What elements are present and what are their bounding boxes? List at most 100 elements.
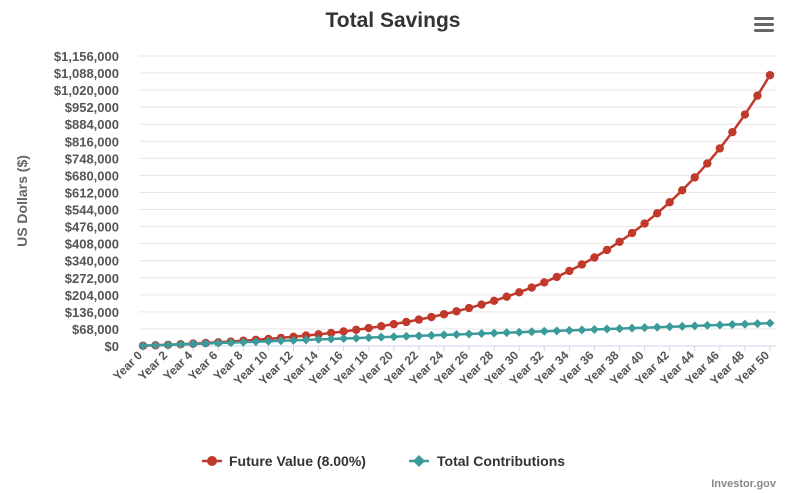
data-point[interactable] [514, 327, 524, 337]
data-point[interactable] [326, 334, 336, 344]
data-point[interactable] [489, 296, 499, 305]
data-point[interactable] [502, 292, 511, 301]
data-point[interactable] [314, 330, 323, 339]
data-point[interactable] [414, 331, 424, 341]
data-point[interactable] [765, 70, 775, 80]
data-point[interactable] [452, 329, 461, 339]
data-point[interactable] [652, 322, 662, 332]
data-point[interactable] [552, 272, 562, 282]
data-point[interactable] [652, 209, 662, 218]
data-point[interactable] [401, 331, 411, 341]
data-point[interactable] [176, 339, 186, 349]
hamburger-menu-icon[interactable] [754, 17, 774, 32]
data-point[interactable] [263, 336, 273, 346]
data-point[interactable] [402, 317, 411, 327]
data-point[interactable] [703, 159, 712, 168]
data-point[interactable] [427, 312, 436, 322]
data-point[interactable] [377, 322, 386, 331]
data-point[interactable] [765, 318, 775, 328]
data-point[interactable] [477, 300, 486, 309]
data-point[interactable] [489, 328, 499, 338]
data-point[interactable] [213, 338, 223, 348]
data-point[interactable] [339, 327, 348, 336]
data-point[interactable] [577, 260, 587, 269]
data-point[interactable] [627, 228, 637, 238]
data-point[interactable] [752, 319, 762, 329]
data-point[interactable] [527, 327, 537, 337]
data-point[interactable] [540, 278, 549, 287]
data-point[interactable] [539, 326, 549, 336]
data-point[interactable] [364, 323, 373, 333]
data-point[interactable] [426, 330, 436, 340]
legend: Future Value (8.00%) Total Contributions [202, 453, 565, 469]
data-point[interactable] [564, 325, 574, 335]
legend-marker-future-value [207, 456, 217, 466]
data-point[interactable] [188, 339, 198, 349]
data-point[interactable] [602, 324, 612, 334]
data-point[interactable] [577, 325, 587, 335]
data-point[interactable] [288, 335, 298, 345]
data-point[interactable] [565, 266, 574, 276]
data-point[interactable] [414, 315, 424, 324]
data-point[interactable] [351, 333, 361, 343]
data-point[interactable] [665, 322, 675, 332]
data-point[interactable] [753, 91, 762, 100]
legend-item-future-value[interactable]: Future Value (8.00%) [202, 453, 366, 469]
data-point[interactable] [677, 321, 687, 331]
credit-link[interactable]: Investor.gov [711, 478, 777, 490]
data-point[interactable] [464, 303, 474, 313]
data-point[interactable] [163, 340, 173, 350]
data-point[interactable] [527, 283, 536, 292]
data-point[interactable] [201, 338, 211, 348]
data-point[interactable] [615, 237, 624, 247]
series-total-contributions [138, 318, 775, 351]
data-point[interactable] [678, 186, 687, 195]
data-point[interactable] [439, 310, 449, 319]
data-point[interactable] [589, 324, 599, 334]
data-point[interactable] [389, 319, 398, 329]
data-point[interactable] [552, 326, 562, 336]
data-point[interactable] [464, 329, 474, 339]
data-point[interactable] [690, 321, 700, 331]
data-point[interactable] [376, 332, 386, 342]
data-point[interactable] [665, 198, 674, 207]
data-point[interactable] [690, 173, 699, 182]
data-point[interactable] [702, 320, 712, 330]
data-point[interactable] [640, 323, 650, 333]
data-point[interactable] [615, 324, 625, 334]
data-point[interactable] [389, 332, 399, 342]
data-point[interactable] [314, 334, 324, 344]
data-point[interactable] [640, 219, 649, 228]
data-point[interactable] [276, 336, 286, 346]
data-point[interactable] [740, 319, 750, 329]
data-point[interactable] [226, 338, 236, 348]
data-point[interactable] [364, 333, 374, 343]
data-point[interactable] [326, 328, 336, 338]
data-point[interactable] [590, 253, 599, 262]
data-point[interactable] [138, 341, 148, 351]
data-point[interactable] [238, 337, 248, 347]
data-point[interactable] [151, 340, 161, 350]
y-tick-label: $884,000 [65, 117, 119, 132]
y-tick-label: $612,000 [65, 185, 119, 200]
export-menu-button[interactable] [754, 17, 774, 32]
data-point[interactable] [477, 329, 487, 339]
data-point[interactable] [452, 307, 461, 316]
data-point[interactable] [715, 144, 725, 153]
data-point[interactable] [740, 110, 750, 119]
data-point[interactable] [727, 320, 737, 330]
data-point[interactable] [515, 288, 524, 297]
data-point[interactable] [251, 337, 261, 347]
data-point[interactable] [439, 330, 449, 340]
data-point[interactable] [351, 325, 361, 335]
data-point[interactable] [502, 328, 512, 338]
data-point[interactable] [301, 335, 311, 345]
data-point[interactable] [728, 127, 737, 137]
data-point[interactable] [715, 320, 725, 330]
data-point[interactable] [627, 323, 637, 333]
data-point[interactable] [339, 334, 349, 344]
legend-item-total-contributions[interactable]: Total Contributions [409, 453, 565, 469]
data-point[interactable] [602, 245, 612, 255]
y-tick-label: $408,000 [65, 237, 119, 252]
